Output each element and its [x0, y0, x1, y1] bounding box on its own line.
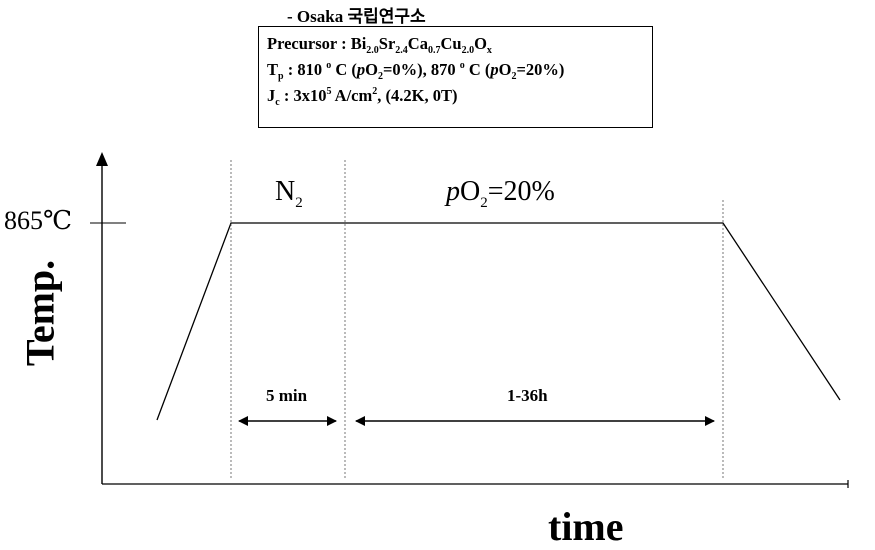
partial-pressure-p: p	[446, 176, 460, 207]
y-axis-label: Temp.	[17, 259, 63, 367]
partial-pressure-p: p	[356, 60, 366, 79]
y-tick-label: 865℃	[4, 206, 73, 235]
formula-subscript: x	[486, 45, 492, 56]
x-axis-label: time	[548, 504, 624, 549]
oxygen-symbol: O	[498, 60, 512, 79]
segment-label-n2: N2	[275, 176, 303, 211]
jc-exponent: 5	[326, 86, 332, 97]
info-box: Precursor : Bi2.0Sr2.4Ca0.7Cu2.0Ox Tp : …	[258, 26, 653, 128]
jc-text: : 3x10	[279, 86, 327, 105]
oxygen-subscript: 2	[377, 71, 383, 82]
oxygen-subscript: 2	[480, 195, 488, 211]
segment-label-po2: pO2=20%	[446, 176, 555, 211]
partial-pressure-p: p	[490, 60, 499, 79]
formula-element: Ca	[407, 34, 428, 53]
oxygen-symbol: O	[365, 60, 378, 79]
nitrogen-subscript: 2	[295, 195, 303, 211]
tp-text: C (	[464, 60, 491, 79]
tp-text: =20%)	[516, 60, 565, 79]
degree-symbol: o	[459, 60, 465, 71]
tp-subscript: p	[278, 71, 284, 82]
duration-label-1-36h: 1-36h	[507, 386, 548, 405]
oxygen-subscript: 2	[511, 71, 517, 82]
jc-text: , (4.2K, 0T)	[377, 86, 458, 105]
jc-exponent: 2	[372, 86, 378, 97]
formula-subscript: 2.4	[395, 45, 408, 56]
jc-row: Jc : 3x105 A/cm2, (4.2K, 0T)	[267, 83, 644, 109]
oxygen-symbol: O	[460, 176, 481, 207]
source-label: - Osaka 국립연구소	[287, 7, 426, 26]
formula-element: Sr	[378, 34, 396, 53]
jc-symbol: J	[267, 86, 276, 105]
formula-element: Cu	[440, 34, 462, 53]
tp-text: : 810	[283, 60, 327, 79]
precursor-label: Precursor :	[267, 34, 351, 53]
tp-text: C (	[331, 60, 357, 79]
temperature-profile-line	[156, 222, 841, 421]
formula-subscript: 0.7	[427, 45, 441, 56]
formula-subscript: 2.0	[461, 45, 475, 56]
degree-symbol: o	[326, 60, 332, 71]
formula-element: O	[474, 34, 487, 53]
tp-text: =0%), 870	[382, 60, 460, 79]
formula-subscript: 2.0	[366, 45, 379, 56]
po2-value: =20%	[487, 176, 555, 207]
precursor-row: Precursor : Bi2.0Sr2.4Ca0.7Cu2.0Ox	[267, 31, 644, 57]
nitrogen-symbol: N	[275, 176, 296, 207]
jc-subscript: c	[275, 97, 280, 108]
tp-row: Tp : 810 o C (pO2=0%), 870 o C (pO2=20%)	[267, 57, 644, 83]
tp-symbol: T	[267, 60, 279, 79]
precursor-formula: Bi2.0Sr2.4Ca0.7Cu2.0Ox	[350, 34, 492, 56]
jc-text: A/cm	[331, 86, 373, 105]
duration-label-5min: 5 min	[266, 386, 308, 405]
formula-element: Bi	[350, 34, 367, 53]
